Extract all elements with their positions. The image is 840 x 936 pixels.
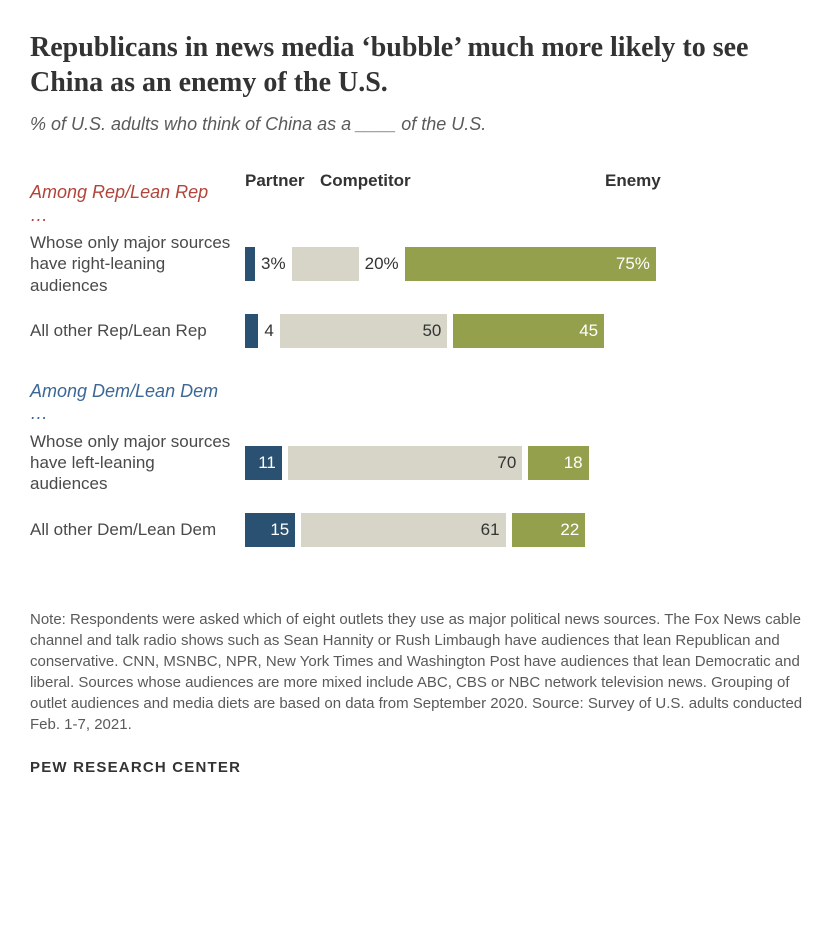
bar-cluster: 50 — [280, 314, 448, 348]
row-bars: 4 50 45 — [245, 314, 604, 348]
row-bars: 15 61 22 — [245, 513, 585, 547]
chart-title: Republicans in news media ‘bubble’ much … — [30, 30, 810, 100]
bar-cluster: 45 — [453, 314, 604, 348]
bar-value: 70 — [497, 453, 516, 473]
bar-value: 3% — [261, 254, 286, 274]
bar-cluster: 20% — [292, 247, 399, 281]
bar-cluster: 18 — [528, 446, 588, 480]
bar — [288, 446, 523, 480]
source-org: PEW RESEARCH CENTER — [30, 759, 810, 776]
bar — [245, 314, 258, 348]
bar-cluster: 61 — [301, 513, 505, 547]
bar — [301, 513, 505, 547]
bar-value: 20% — [365, 254, 399, 274]
row-label: All other Dem/Lean Dem — [30, 519, 245, 540]
bar-value: 15 — [270, 520, 289, 540]
bar-value: 22 — [560, 520, 579, 540]
row-bars: 3% 20% 75% — [245, 247, 656, 281]
bar — [292, 247, 359, 281]
bar-cluster: 15 — [245, 513, 295, 547]
row-label: All other Rep/Lean Rep — [30, 320, 245, 341]
bar-value: 75% — [616, 254, 650, 274]
chart-area: Partner Competitor Enemy Among Rep/Lean … — [30, 171, 810, 579]
row-label: Whose only major sources have right-lean… — [30, 232, 245, 296]
group-label-rep: Among Rep/Lean Rep … — [30, 181, 230, 226]
bar-cluster: 70 — [288, 446, 523, 480]
bar-cluster: 3% — [245, 247, 286, 281]
row-bars: 11 70 18 — [245, 446, 589, 480]
header-enemy: Enemy — [605, 171, 661, 191]
bar-cluster: 4 — [245, 314, 274, 348]
data-row: All other Rep/Lean Rep 4 50 45 — [30, 314, 810, 348]
group-label-dem: Among Dem/Lean Dem … — [30, 380, 230, 425]
header-partner: Partner — [245, 171, 305, 191]
row-label: Whose only major sources have left-leani… — [30, 431, 245, 495]
bar-value: 4 — [264, 321, 273, 341]
chart-note: Note: Respondents were asked which of ei… — [30, 609, 810, 735]
data-row: Whose only major sources have left-leani… — [30, 431, 810, 495]
bar-value: 18 — [564, 453, 583, 473]
bar-cluster: 11 — [245, 446, 282, 480]
data-row: Whose only major sources have right-lean… — [30, 232, 810, 296]
chart-subtitle: % of U.S. adults who think of China as a… — [30, 114, 810, 135]
bar-cluster: 22 — [512, 513, 586, 547]
bar-value: 50 — [422, 321, 441, 341]
bar-value: 61 — [481, 520, 500, 540]
bar-value: 45 — [579, 321, 598, 341]
bar — [245, 247, 255, 281]
bar-value: 11 — [258, 453, 276, 473]
header-competitor: Competitor — [320, 171, 411, 191]
bar-cluster: 75% — [405, 247, 656, 281]
data-row: All other Dem/Lean Dem 15 61 22 — [30, 513, 810, 547]
